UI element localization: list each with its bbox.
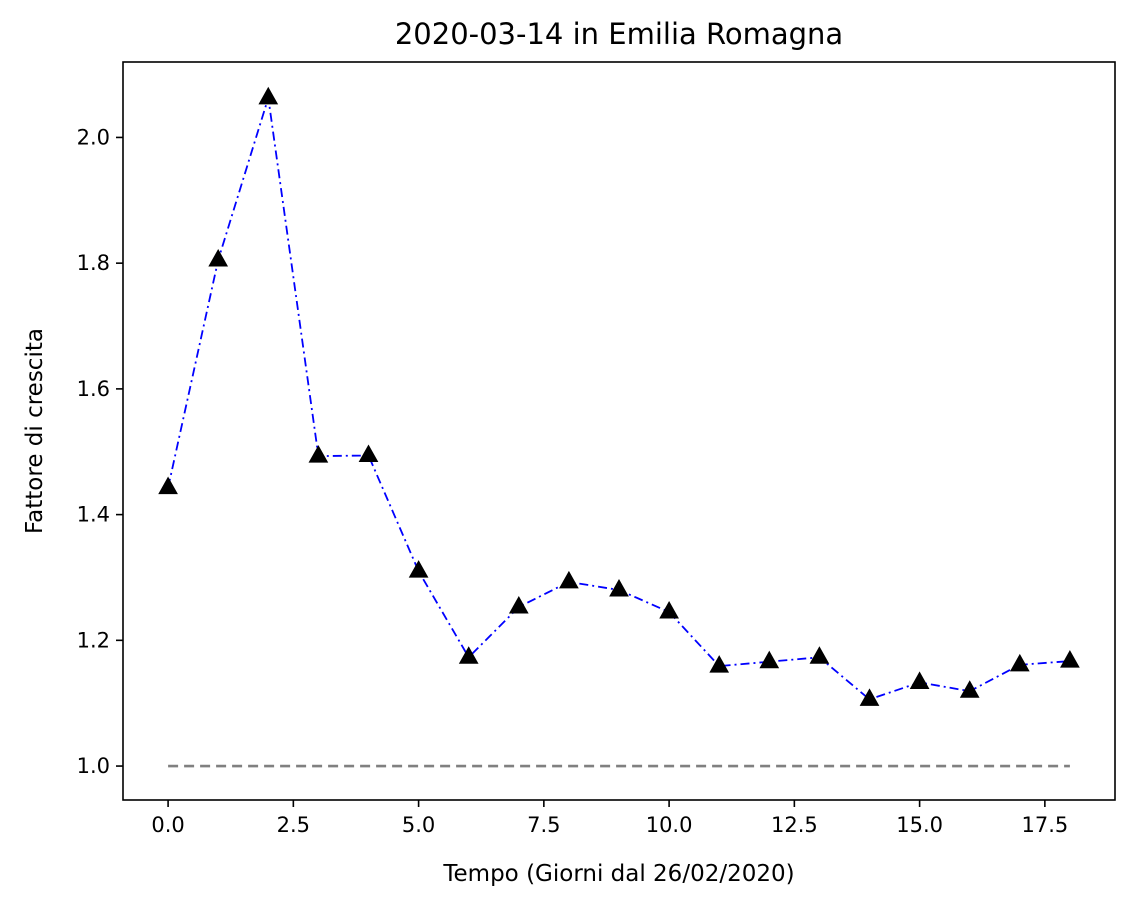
y-tick-label: 1.0 xyxy=(77,754,110,778)
data-point-marker xyxy=(859,688,880,706)
x-tick-label: 5.0 xyxy=(402,813,435,837)
x-tick-label: 0.0 xyxy=(151,813,184,837)
data-point-marker xyxy=(1009,653,1030,672)
data-point-marker xyxy=(158,476,178,495)
data-point-marker xyxy=(308,445,329,463)
x-tick-label: 17.5 xyxy=(1021,813,1068,837)
data-point-marker xyxy=(458,646,479,664)
data-point-marker xyxy=(759,650,780,669)
x-tick-label: 7.5 xyxy=(527,813,560,837)
growth-factor-line xyxy=(167,97,1070,701)
data-point-marker xyxy=(258,86,279,105)
data-point-marker xyxy=(208,248,229,267)
y-tick-label: 2.0 xyxy=(77,125,110,149)
y-axis: 1.0 1.2 1.4 1.6 1.8 2.0 xyxy=(77,125,123,778)
x-tick-label: 15.0 xyxy=(896,813,943,837)
data-point-marker xyxy=(609,579,629,597)
data-point-marker xyxy=(508,595,529,614)
y-axis-label: Fattore di crescita xyxy=(22,328,48,534)
x-axis-label: Tempo (Giorni dal 26/02/2020) xyxy=(442,861,794,887)
chart-title: 2020-03-14 in Emilia Romagna xyxy=(395,17,843,51)
x-tick-label: 10.0 xyxy=(646,813,693,837)
x-tick-label: 2.5 xyxy=(277,813,310,837)
axes-frame xyxy=(122,61,1116,801)
y-tick-label: 1.6 xyxy=(77,377,110,401)
data-point-marker xyxy=(959,680,980,698)
data-point-marker xyxy=(909,671,930,689)
data-point-marker xyxy=(1060,650,1080,668)
data-point-marker xyxy=(358,444,379,463)
data-point-marker xyxy=(809,646,830,664)
data-point-marker xyxy=(709,655,730,673)
data-point-marker xyxy=(408,560,429,578)
x-axis: 0.0 2.5 5.0 7.5 10.0 12.5 15.0 17.5 xyxy=(151,800,1068,837)
data-point-marker xyxy=(559,570,579,589)
x-tick-label: 12.5 xyxy=(771,813,818,837)
y-tick-label: 1.4 xyxy=(77,503,110,527)
y-tick-label: 1.8 xyxy=(77,251,110,275)
data-point-marker xyxy=(659,601,679,619)
plot-area xyxy=(158,86,1080,768)
y-tick-label: 1.2 xyxy=(77,628,110,652)
